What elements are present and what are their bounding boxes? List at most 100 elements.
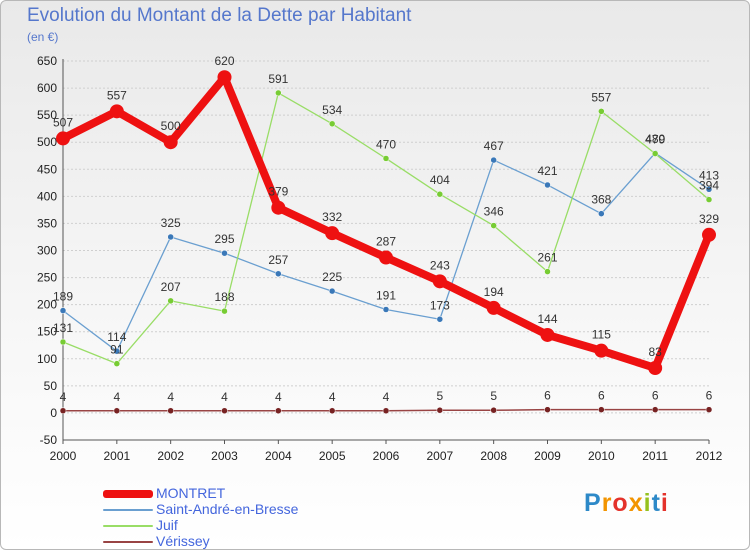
data-label: 295 <box>214 232 234 246</box>
data-label: 557 <box>107 88 127 102</box>
legend-label: Saint-André-en-Bresse <box>156 501 299 517</box>
data-point <box>113 347 121 355</box>
y-tick-label: 150 <box>37 325 57 339</box>
data-point <box>648 360 663 375</box>
data-point <box>594 343 609 358</box>
data-point <box>59 338 67 346</box>
legend-label: Juif <box>156 517 178 533</box>
y-tick-label: 350 <box>37 216 57 230</box>
x-tick-label: 2002 <box>157 449 184 463</box>
data-point <box>221 307 228 315</box>
data-point <box>705 406 713 413</box>
data-point <box>271 200 286 215</box>
data-point <box>167 407 174 415</box>
y-tick-label: 550 <box>37 108 57 122</box>
data-label: 115 <box>592 328 611 342</box>
legend-swatch <box>103 509 153 511</box>
data-label: 394 <box>699 179 719 193</box>
x-tick-label: 2009 <box>534 449 561 463</box>
data-label: 379 <box>268 185 288 199</box>
data-label: 189 <box>53 290 73 304</box>
data-label: 5 <box>490 389 497 403</box>
data-point <box>598 210 605 217</box>
x-tick-label: 2005 <box>319 449 346 463</box>
data-label: 329 <box>699 212 719 226</box>
data-point <box>598 108 605 115</box>
data-point <box>490 406 497 414</box>
data-point <box>702 227 716 242</box>
data-label: 4 <box>275 390 282 404</box>
data-label: 6 <box>544 389 551 403</box>
data-label: 6 <box>652 389 659 403</box>
data-label: 114 <box>107 330 126 344</box>
data-label: 4 <box>221 390 228 404</box>
data-label: 144 <box>537 312 557 326</box>
data-point <box>59 307 67 314</box>
y-tick-label: -50 <box>40 433 58 447</box>
data-label: 332 <box>322 210 342 224</box>
data-point <box>490 156 497 164</box>
x-tick-label: 2011 <box>642 449 668 463</box>
data-label: 404 <box>430 173 450 187</box>
data-point <box>486 300 501 315</box>
logo-letter: r <box>601 489 613 517</box>
data-point <box>432 274 447 289</box>
y-tick-label: 500 <box>37 135 57 149</box>
data-point <box>167 233 174 241</box>
data-label: 6 <box>598 389 605 403</box>
data-label: 620 <box>214 54 234 68</box>
x-tick-label: 2006 <box>373 449 400 463</box>
data-point <box>325 226 340 241</box>
data-point <box>221 249 228 257</box>
data-label: 325 <box>161 216 181 230</box>
data-point <box>651 150 659 157</box>
data-label: 4 <box>329 390 336 404</box>
x-tick-label: 2008 <box>480 449 507 463</box>
logo-letter: t <box>651 489 661 517</box>
data-label: 413 <box>699 168 719 182</box>
x-tick-label: 2001 <box>103 449 130 463</box>
y-tick-label: 200 <box>37 298 57 312</box>
data-label: 368 <box>591 193 611 207</box>
data-point <box>598 406 605 413</box>
x-tick-label: 2012 <box>696 449 723 463</box>
logo-letter: i <box>660 489 669 517</box>
data-point <box>113 360 121 367</box>
data-label: 5 <box>436 389 443 403</box>
chart-title: Evolution du Montant de la Dette par Hab… <box>27 5 412 26</box>
y-tick-label: 450 <box>37 162 57 176</box>
data-label: 287 <box>376 235 396 249</box>
data-label: 507 <box>53 115 73 129</box>
data-point <box>56 131 70 146</box>
x-tick-label: 2004 <box>265 449 292 463</box>
data-label: 194 <box>484 285 504 299</box>
data-label: 4 <box>167 390 174 404</box>
data-label: 257 <box>268 253 288 267</box>
data-point <box>275 89 282 97</box>
y-tick-label: 600 <box>37 81 57 95</box>
data-point <box>109 104 124 119</box>
legend-swatch <box>103 525 153 527</box>
data-point <box>382 155 390 162</box>
x-tick-label: 2007 <box>426 449 453 463</box>
data-label: 421 <box>537 164 557 178</box>
data-label: 173 <box>430 298 450 312</box>
y-tick-label: 50 <box>44 379 58 393</box>
data-point <box>544 181 551 189</box>
data-point <box>651 406 659 413</box>
data-point <box>490 222 497 229</box>
data-point <box>113 407 121 415</box>
x-tick-label: 2010 <box>588 449 615 463</box>
logo-letter: P <box>584 489 602 517</box>
data-label: 91 <box>110 343 124 357</box>
data-label: 480 <box>645 132 665 146</box>
legend-label: MONTRET <box>156 485 226 501</box>
data-point <box>705 186 713 193</box>
data-label: 83 <box>648 345 662 359</box>
data-label: 261 <box>537 251 557 265</box>
proxiti-logo: Proxiti <box>584 489 669 518</box>
data-label: 188 <box>214 290 234 304</box>
data-label: 6 <box>706 389 713 403</box>
y-tick-label: 100 <box>37 352 57 366</box>
